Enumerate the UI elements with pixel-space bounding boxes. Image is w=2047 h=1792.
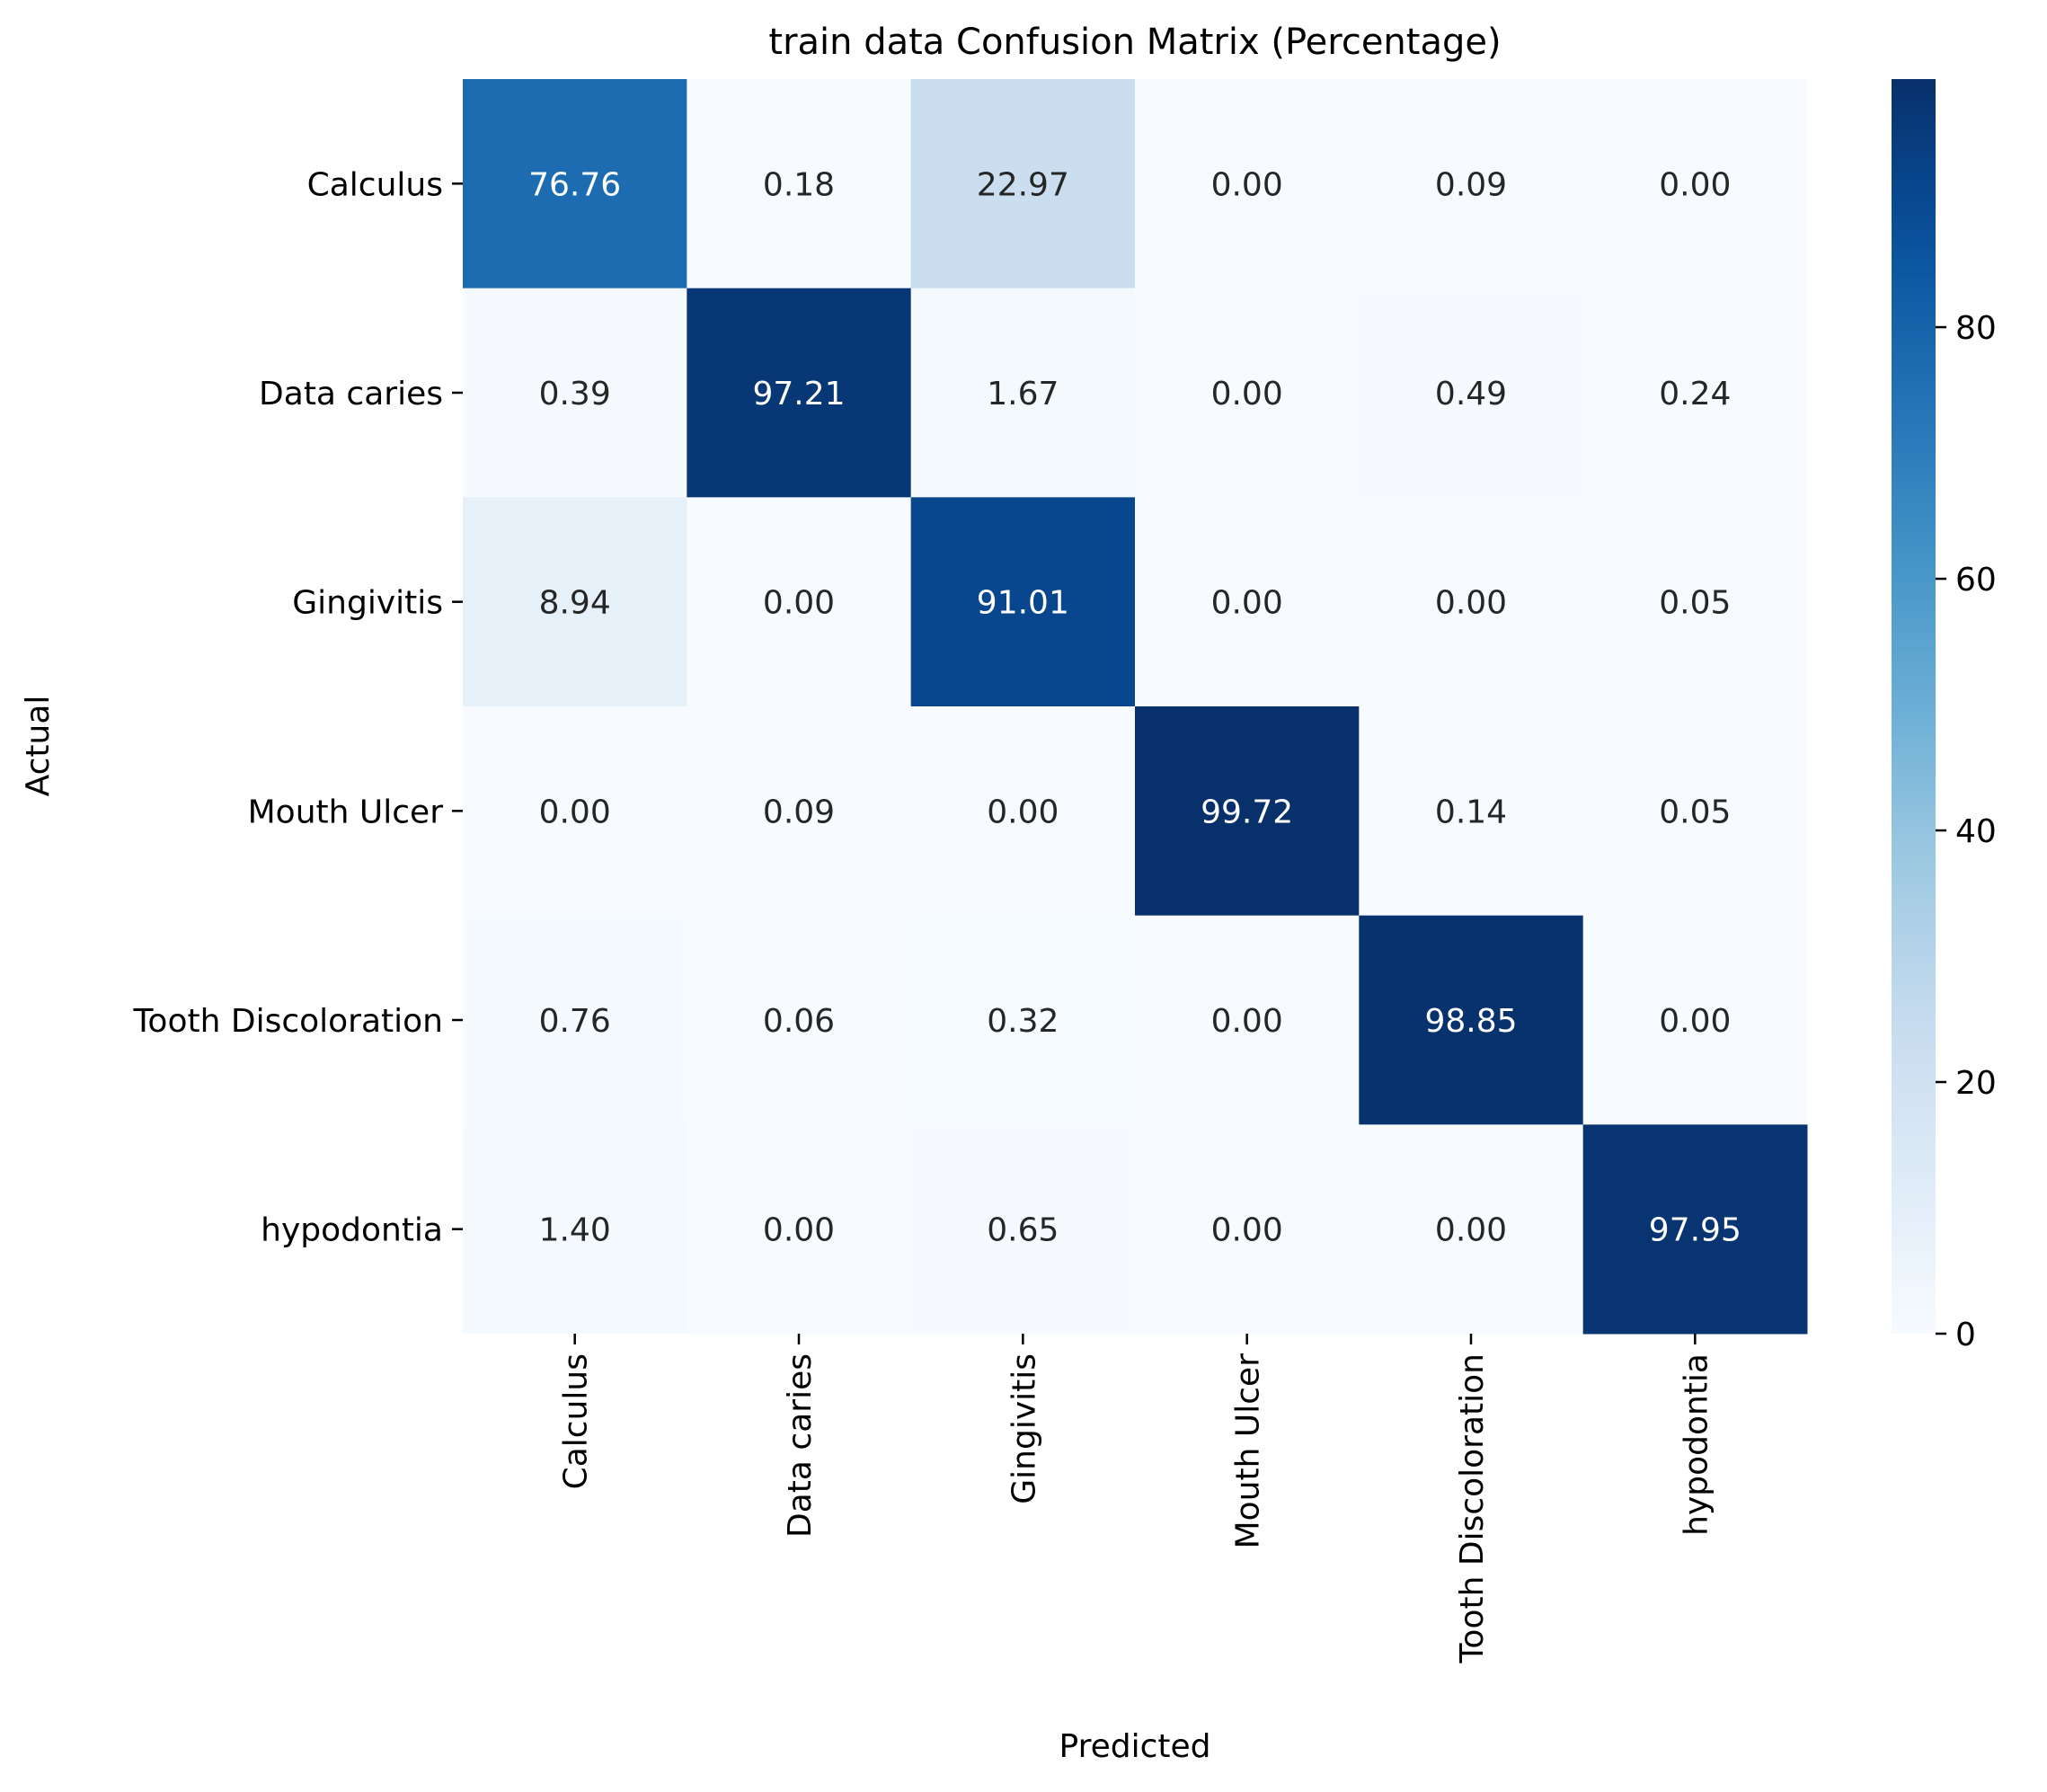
cell-value-label: 0.00 [763,1212,835,1249]
cell-value-label: 0.00 [1211,1212,1283,1249]
y-tick-label: Gingivitis [292,585,443,622]
y-axis: Calculus Data caries Gingivitis Mouth Ulcer… [133,166,463,1249]
y-axis-label: Actual [20,696,57,797]
cell-value-label: 0.00 [1211,166,1283,203]
y-tick-label: Mouth Ulcer [248,794,444,830]
heatmap-cell [687,79,912,289]
heatmap-cell [1359,288,1584,498]
heatmap-cell [687,706,912,917]
heatmap-cell [1135,706,1360,917]
heatmap-cell [1135,497,1360,707]
heatmap-cell [910,915,1136,1125]
heatmap-cell [1359,79,1584,289]
cell-value-label: 0.65 [987,1212,1059,1249]
y-tick-label: hypodontia [261,1212,443,1249]
heatmap-cell [1359,706,1584,917]
x-tick-label: Tooth Discoloration [1454,1353,1491,1663]
heatmap-cell [1359,1124,1584,1335]
heatmap-cell [463,915,687,1125]
heatmap-cell [1582,79,1808,289]
heatmap-cell [687,915,912,1125]
cell-value-label: 0.14 [1435,794,1507,830]
cell-value-label: 0.00 [1659,1003,1731,1040]
cell-value-label: 1.67 [987,376,1059,413]
heatmap-cell [1582,706,1808,917]
cell-value-label: 0.00 [1211,1003,1283,1040]
colorbar-tick-label: 80 [1955,310,1997,347]
x-axis: Calculus Data caries Gingivitis Mouth Ulcer… [558,1334,1715,1663]
cell-value-label: 0.09 [1435,166,1507,203]
colorbar-tick-label: 0 [1955,1317,1976,1353]
heatmap-cell [463,1124,687,1335]
cell-value-label: 98.85 [1424,1003,1517,1040]
heatmap-cell [1135,79,1360,289]
heatmap-cell [1582,915,1808,1125]
heatmap-cell [910,288,1136,498]
cell-value-label: 0.00 [1435,585,1507,622]
cell-value-label: 0.00 [1435,1212,1507,1249]
cell-value-label: 0.09 [763,794,835,830]
cell-value-label: 0.00 [1211,376,1283,413]
y-tick-label: Tooth Discoloration [133,1003,443,1040]
cell-value-label: 8.94 [539,585,611,622]
heatmap-cells [463,79,1808,1335]
heatmap-cell [1359,915,1584,1125]
heatmap-cell [1359,497,1584,707]
cell-value-label: 0.18 [763,166,835,203]
cell-value-label: 0.00 [1659,166,1731,203]
y-tick-label: Data caries [259,376,443,413]
cell-value-label: 0.00 [539,794,611,830]
heatmap-cell [463,706,687,917]
heatmap-cell [910,706,1136,917]
x-tick-label: Mouth Ulcer [1230,1353,1267,1549]
colorbar-tick-label: 60 [1955,562,1997,599]
colorbar-gradient [1892,79,1936,1334]
cell-value-label: 0.49 [1435,376,1507,413]
colorbar-tick-label: 40 [1955,813,1997,850]
cell-value-label: 22.97 [977,166,1069,203]
cell-value-label: 76.76 [528,166,621,203]
cell-value-label: 0.32 [987,1003,1059,1040]
cell-value-label: 1.40 [539,1212,611,1249]
heatmap-cell [910,79,1136,289]
heatmap-cell [910,497,1136,707]
cell-value-label: 97.95 [1649,1212,1741,1249]
y-tick-label: Calculus [307,166,443,203]
chart-title: train data Confusion Matrix (Percentage) [768,22,1501,63]
heatmap-cell-labels: 76.76 0.18 22.97 0.00 0.09 0.00 0.39 97.21 1.67 0… [528,166,1741,1248]
heatmap-cell [1135,1124,1360,1335]
heatmap-cell [463,288,687,498]
cell-value-label: 99.72 [1201,794,1293,830]
x-tick-label: Calculus [558,1353,595,1489]
cell-value-label: 0.24 [1659,376,1731,413]
heatmap-cell [1135,288,1360,498]
cell-value-label: 0.05 [1659,794,1731,830]
x-axis-label: Predicted [1059,1728,1211,1765]
cell-value-label: 97.21 [752,376,845,413]
cell-value-label: 0.00 [763,585,835,622]
heatmap-cell [687,497,912,707]
heatmap-cell [1135,915,1360,1125]
x-tick-label: Data caries [782,1353,819,1538]
heatmap-cell [1582,1124,1808,1335]
heatmap-cell [1582,288,1808,498]
colorbar-tick-label: 20 [1955,1065,1997,1102]
cell-value-label: 0.00 [987,794,1059,830]
heatmap-cell [687,1124,912,1335]
cell-value-label: 0.05 [1659,585,1731,622]
heatmap-cell [687,288,912,498]
heatmap-cell [1582,497,1808,707]
heatmap-cell [463,79,687,289]
x-tick-label: hypodontia [1678,1353,1715,1536]
cell-value-label: 91.01 [977,585,1069,622]
cell-value-label: 0.00 [1211,585,1283,622]
cell-value-label: 0.39 [539,376,611,413]
heatmap-cell [463,497,687,707]
cell-value-label: 0.76 [539,1003,611,1040]
x-tick-label: Gingivitis [1006,1353,1042,1504]
cell-value-label: 0.06 [763,1003,835,1040]
colorbar: 0 20 40 60 80 [1892,79,1997,1353]
heatmap-cell [910,1124,1136,1335]
